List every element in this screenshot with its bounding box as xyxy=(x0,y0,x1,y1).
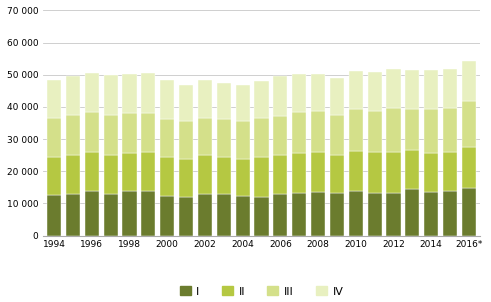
Bar xyxy=(198,155,212,194)
Bar xyxy=(330,115,344,156)
Bar xyxy=(273,76,287,116)
Bar xyxy=(198,117,212,155)
Bar xyxy=(47,157,61,195)
Bar xyxy=(368,193,382,236)
Bar xyxy=(254,118,269,157)
Bar xyxy=(84,191,99,236)
Bar xyxy=(462,101,476,147)
Bar xyxy=(141,191,156,236)
Bar xyxy=(160,157,174,196)
Bar xyxy=(236,196,250,236)
Bar xyxy=(141,113,156,152)
Bar xyxy=(217,83,231,119)
Bar xyxy=(66,194,80,236)
Bar xyxy=(368,72,382,111)
Bar xyxy=(160,196,174,236)
Bar xyxy=(405,70,419,109)
Bar xyxy=(217,194,231,236)
Bar xyxy=(292,153,306,193)
Bar xyxy=(443,152,457,191)
Bar xyxy=(405,189,419,236)
Bar xyxy=(292,112,306,153)
Bar xyxy=(273,194,287,236)
Bar xyxy=(179,197,193,236)
Bar xyxy=(236,85,250,121)
Bar xyxy=(311,152,325,191)
Bar xyxy=(84,72,99,112)
Bar xyxy=(160,80,174,119)
Bar xyxy=(66,155,80,194)
Bar xyxy=(349,191,363,236)
Bar xyxy=(311,74,325,111)
Bar xyxy=(47,195,61,236)
Bar xyxy=(405,109,419,150)
Bar xyxy=(349,71,363,109)
Bar xyxy=(104,75,118,115)
Bar xyxy=(292,193,306,236)
Bar xyxy=(443,191,457,236)
Bar xyxy=(198,194,212,236)
Bar xyxy=(424,153,438,192)
Bar xyxy=(254,81,269,118)
Bar xyxy=(47,80,61,118)
Bar xyxy=(122,191,136,236)
Bar xyxy=(424,70,438,109)
Bar xyxy=(160,119,174,157)
Bar xyxy=(254,157,269,197)
Bar xyxy=(66,76,80,115)
Bar xyxy=(424,109,438,153)
Bar xyxy=(311,111,325,152)
Bar xyxy=(141,73,156,113)
Bar xyxy=(273,116,287,155)
Bar xyxy=(349,151,363,191)
Bar xyxy=(386,152,401,193)
Legend: I, II, III, IV: I, II, III, IV xyxy=(175,282,348,301)
Bar xyxy=(122,113,136,153)
Bar xyxy=(122,74,136,113)
Bar xyxy=(236,159,250,196)
Bar xyxy=(330,78,344,115)
Bar xyxy=(236,121,250,159)
Bar xyxy=(104,156,118,194)
Bar xyxy=(462,188,476,236)
Bar xyxy=(462,147,476,188)
Bar xyxy=(179,85,193,121)
Bar xyxy=(443,69,457,108)
Bar xyxy=(217,119,231,157)
Bar xyxy=(66,115,80,155)
Bar xyxy=(292,74,306,112)
Bar xyxy=(424,192,438,236)
Bar xyxy=(198,80,212,117)
Bar xyxy=(311,191,325,236)
Bar xyxy=(462,61,476,101)
Bar xyxy=(141,152,156,191)
Bar xyxy=(443,108,457,152)
Bar xyxy=(122,153,136,191)
Bar xyxy=(368,111,382,152)
Bar xyxy=(386,193,401,236)
Bar xyxy=(217,157,231,194)
Bar xyxy=(254,197,269,236)
Bar xyxy=(386,108,401,152)
Bar xyxy=(179,159,193,197)
Bar xyxy=(330,156,344,193)
Bar xyxy=(273,155,287,194)
Bar xyxy=(104,115,118,156)
Bar xyxy=(386,69,401,108)
Bar xyxy=(405,150,419,189)
Bar xyxy=(179,121,193,159)
Bar xyxy=(368,152,382,193)
Bar xyxy=(84,112,99,152)
Bar xyxy=(47,118,61,157)
Bar xyxy=(330,193,344,236)
Bar xyxy=(349,109,363,151)
Bar xyxy=(84,152,99,191)
Bar xyxy=(104,194,118,236)
